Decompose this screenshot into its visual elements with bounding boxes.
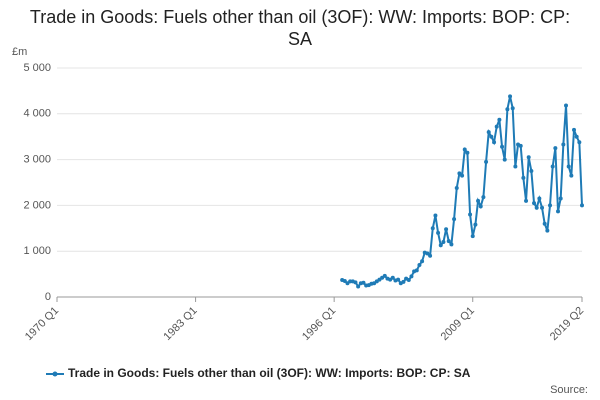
data-point: [438, 243, 443, 248]
data-point: [510, 106, 515, 111]
data-point: [574, 134, 579, 139]
data-point: [425, 251, 430, 256]
data-point: [505, 107, 510, 112]
data-point: [361, 280, 366, 285]
data-point: [486, 130, 491, 135]
y-axis-label: £m: [12, 46, 27, 58]
data-point: [420, 259, 425, 264]
data-point: [508, 94, 513, 99]
data-point: [433, 213, 438, 218]
data-point: [465, 150, 470, 155]
data-point: [553, 146, 558, 151]
chart-title: Trade in Goods: Fuels other than oil (3O…: [29, 7, 571, 49]
x-tick-label: 2009 Q1: [439, 305, 477, 343]
data-point: [481, 195, 486, 200]
data-point: [452, 217, 457, 222]
data-point: [382, 273, 387, 278]
source: Source:: [550, 384, 588, 396]
x-tick-label: 1983 Q1: [161, 305, 199, 343]
data-point: [518, 143, 523, 148]
legend-label: Trade in Goods: Fuels other than oil (3O…: [68, 366, 471, 380]
data-point: [521, 175, 526, 180]
data-point: [473, 222, 478, 227]
data-point: [342, 278, 347, 283]
data-point: [470, 234, 475, 239]
data-point: [449, 242, 454, 247]
data-point: [454, 185, 459, 190]
data-point: [409, 274, 414, 279]
data-point: [580, 203, 584, 208]
data-point: [532, 201, 537, 206]
data-point: [550, 164, 555, 169]
data-point: [462, 147, 467, 152]
data-point: [484, 159, 489, 164]
data-point: [444, 227, 449, 232]
data-point: [417, 262, 422, 267]
data-point: [468, 212, 473, 217]
data-point: [353, 280, 358, 285]
y-tick-label: 4 000: [23, 108, 51, 120]
y-tick-label: 2 000: [23, 199, 51, 211]
data-point: [406, 278, 411, 283]
data-point: [457, 171, 462, 176]
data-point: [494, 124, 499, 129]
data-point: [390, 275, 395, 280]
data-point: [401, 279, 406, 284]
data-point: [396, 277, 401, 282]
data-point: [540, 205, 545, 210]
data-point: [564, 103, 569, 108]
data-point: [558, 196, 563, 201]
data-point: [561, 142, 566, 147]
data-point: [492, 140, 497, 145]
y-tick-label: 1 000: [23, 245, 51, 257]
data-point: [414, 268, 419, 273]
data-point: [577, 140, 582, 145]
y-tick-label: 0: [45, 291, 51, 303]
data-point: [534, 205, 539, 210]
data-point: [436, 230, 441, 235]
data-point: [441, 240, 446, 245]
x-tick-label: 1996 Q1: [300, 305, 338, 343]
data-point: [478, 204, 483, 209]
data-point: [502, 157, 507, 162]
data-point: [537, 196, 542, 201]
y-tick-label: 3 000: [23, 154, 51, 166]
data-point: [542, 221, 547, 226]
data-point: [428, 253, 433, 258]
x-tick-label: 1970 Q1: [23, 305, 61, 343]
data-point: [430, 226, 435, 231]
data-point: [356, 284, 361, 289]
data-point: [476, 198, 481, 203]
data-point: [489, 134, 494, 139]
data-point: [500, 144, 505, 149]
data-point: [545, 228, 550, 233]
x-tick-label: 2019 Q2: [548, 305, 586, 343]
data-point: [529, 169, 534, 174]
y-tick-label: 5 000: [23, 62, 51, 74]
data-point: [446, 239, 451, 244]
data-point: [556, 209, 561, 214]
data-point: [566, 164, 571, 169]
data-point: [460, 173, 465, 178]
data-point: [513, 164, 518, 169]
data-point: [572, 127, 577, 132]
data-point: [548, 203, 553, 208]
data-point: [497, 117, 502, 122]
series-line: [341, 96, 583, 289]
data-point: [524, 198, 529, 203]
legend-marker: [52, 371, 58, 377]
data-point: [569, 173, 574, 178]
data-point: [526, 155, 531, 160]
